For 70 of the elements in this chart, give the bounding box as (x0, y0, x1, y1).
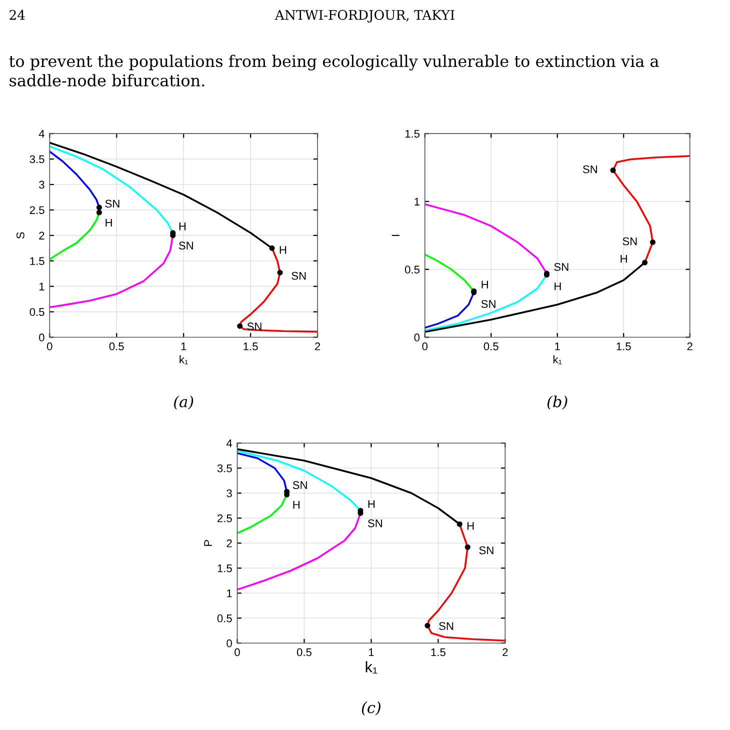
x-tick-label: 0 (234, 648, 240, 656)
y-tick-label: 1.5 (405, 130, 420, 138)
x-axis-title: k₁ (180, 355, 188, 364)
annotation: H (293, 500, 300, 509)
y-tick-label: 2 (39, 232, 44, 240)
annotation: H (179, 222, 186, 230)
y-tick-label: 2.5 (218, 514, 232, 522)
x-axis-title: k₁ (553, 355, 562, 364)
y-tick-label: 4 (226, 439, 232, 448)
y-tick-label: 3 (39, 180, 44, 189)
annotation: SN (554, 263, 568, 271)
y-axis-title: P (204, 540, 212, 546)
annotation: SN (292, 272, 306, 280)
annotation: SN (479, 546, 494, 554)
annotation: H (106, 218, 112, 226)
annotation: H (280, 246, 286, 254)
x-tick-label: 0.5 (484, 342, 498, 350)
annotation: SN (247, 322, 262, 330)
x-tick-label: 1.5 (431, 648, 446, 656)
y-tick-label: 1 (227, 590, 232, 598)
annotation: SN (582, 165, 597, 174)
y-tick-label: 1.5 (218, 564, 232, 572)
x-tick-label: 0 (46, 342, 52, 350)
y-tick-label: 0.5 (217, 614, 232, 622)
text: (a) (174, 396, 194, 410)
x-tick-label: 2 (315, 342, 320, 350)
y-tick-label: 0 (414, 334, 420, 342)
annotation: SN (292, 481, 307, 490)
annotation: H (620, 255, 627, 263)
annotation: H (554, 282, 561, 290)
annotation: H (467, 522, 474, 530)
y-tick-label: 3 (226, 489, 232, 498)
x-tick-label: 1 (555, 342, 560, 350)
annotation: H (482, 280, 488, 288)
y-axis-title: I (392, 234, 400, 236)
y-tick-label: 2 (226, 539, 232, 548)
annotation: SN (368, 519, 382, 528)
y-tick-label: 0 (226, 639, 232, 648)
y-tick-label: 2.5 (30, 206, 44, 214)
annotation: SN (439, 622, 454, 630)
y-tick-label: 3.5 (30, 155, 44, 164)
x-tick-label: 2 (502, 648, 508, 656)
annotation: SN (622, 237, 637, 246)
x-tick-label: 0.5 (296, 648, 312, 656)
y-tick-label: 3.5 (217, 464, 232, 472)
y-tick-label: 0.5 (404, 266, 420, 274)
x-tick-label: 0.5 (109, 342, 124, 350)
x-tick-label: 2 (687, 342, 692, 350)
text: ANTWI-FORDJOUR, TAKYI (274, 10, 454, 22)
annotation: SN (481, 300, 496, 308)
text: to prevent the populations from being ecologically vulnerable to extinction via a saddle-node bifurcation. (9, 54, 659, 86)
x-tick-label: 1 (368, 648, 374, 656)
y-axis-title: S (16, 232, 24, 239)
y-tick-label: 0 (39, 334, 44, 342)
y-tick-label: 4 (38, 130, 44, 138)
y-tick-label: 1 (39, 282, 44, 290)
text: (c) (362, 701, 380, 716)
y-tick-label: 1.5 (30, 257, 44, 266)
x-tick-label: 0 (422, 342, 428, 350)
annotation: H (368, 500, 375, 508)
x-tick-label: 1.5 (616, 342, 631, 350)
x-axis-title: k₁ (366, 661, 378, 674)
y-tick-label: 0.5 (30, 308, 44, 316)
text: (b) (547, 396, 568, 410)
x-tick-label: 1.5 (244, 342, 258, 350)
annotation: SN (105, 200, 120, 208)
annotation: SN (178, 242, 193, 250)
y-tick-label: 1 (414, 198, 420, 206)
x-tick-label: 1 (181, 342, 186, 350)
text: 24 (10, 10, 25, 20)
